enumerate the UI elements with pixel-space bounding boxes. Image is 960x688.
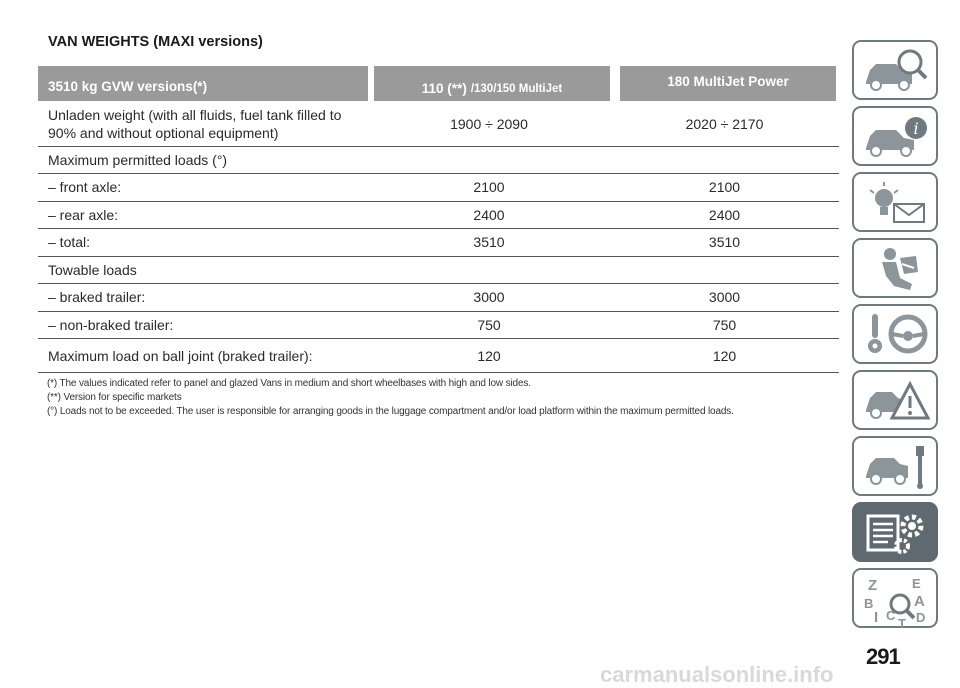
row-label: Maximum permitted loads (°): [38, 146, 368, 174]
row-value-110: 120: [368, 338, 610, 373]
row-value-180: 120: [610, 338, 839, 373]
table-row: Maximum load on ball joint (braked trail…: [38, 338, 839, 373]
technical-data-icon: [866, 514, 924, 554]
row-value-180: 2020 ÷ 2170: [610, 102, 839, 147]
tab-maintenance[interactable]: [852, 436, 938, 496]
tab-seats[interactable]: [852, 238, 938, 298]
row-value-180: [610, 256, 839, 284]
warning-lights-icon: [869, 182, 925, 223]
page-number: 291: [866, 644, 901, 669]
weights-table: Unladen weight (with all fluids, fuel ta…: [38, 102, 839, 373]
table-header: 3510 kg GVW versions(*) 110 (**) /130/15…: [38, 66, 836, 101]
row-value-110: 2400: [368, 201, 610, 229]
row-label: Towable loads: [38, 256, 368, 284]
row-value-110: 750: [368, 311, 610, 339]
footnote-loads: (°) Loads not to be exceeded. The user i…: [47, 406, 734, 417]
table-row: – front axle: 2100 2100: [38, 173, 839, 202]
header-110-multijet: 110 (**) /130/150 MultiJet: [374, 66, 610, 101]
row-label: – rear axle:: [38, 201, 368, 229]
seat-airbag-icon: [882, 248, 918, 290]
car-info-icon: i: [866, 117, 927, 157]
row-value-180: [610, 146, 839, 174]
row-label: Unladen weight (with all fluids, fuel ta…: [38, 102, 368, 147]
table-row: – non-braked trailer: 750 750: [38, 311, 839, 339]
header-180-multijet-power: 180 MultiJet Power: [620, 66, 836, 101]
tab-getting-to-know[interactable]: [852, 40, 938, 100]
car-maintenance-icon: [866, 446, 924, 489]
row-label: – non-braked trailer:: [38, 311, 368, 339]
index-icon: Z E B A I C D T: [864, 576, 925, 630]
row-value-180: 2100: [610, 173, 839, 202]
car-search-icon: [866, 49, 928, 91]
footnote-gvw: (*) The values indicated refer to panel …: [47, 378, 531, 389]
footnotes: (*) The values indicated refer to panel …: [47, 378, 837, 420]
row-value-180: 750: [610, 311, 839, 339]
row-value-110: 3510: [368, 228, 610, 257]
tab-dashboard[interactable]: i: [852, 106, 938, 166]
row-value-110: [368, 256, 610, 284]
svg-text:E: E: [912, 576, 921, 591]
tab-technical-data[interactable]: [852, 502, 938, 562]
row-label: – front axle:: [38, 173, 368, 202]
row-value-110: [368, 146, 610, 174]
svg-text:B: B: [864, 596, 873, 611]
footnote-markets: (**) Version for specific markets: [47, 392, 182, 403]
watermark: carmanualsonline.info: [600, 662, 834, 687]
row-value-180: 3510: [610, 228, 839, 257]
row-value-110: 2100: [368, 173, 610, 202]
row-value-180: 2400: [610, 201, 839, 229]
section-title: VAN WEIGHTS (MAXI versions): [48, 34, 263, 50]
svg-text:A: A: [914, 593, 925, 610]
car-emergency-icon: [866, 380, 931, 420]
row-label: Maximum load on ball joint (braked trail…: [38, 338, 368, 373]
table-row: – rear axle: 2400 2400: [38, 201, 839, 229]
table-row: Unladen weight (with all fluids, fuel ta…: [38, 102, 839, 147]
svg-text:i: i: [913, 119, 918, 138]
row-value-180: 3000: [610, 283, 839, 312]
key-steering-wheel-icon: [868, 314, 928, 354]
header-110-sub: /130/150 MultiJet: [470, 82, 563, 95]
table-row: Towable loads: [38, 256, 839, 284]
row-value-110: 3000: [368, 283, 610, 312]
row-label: – braked trailer:: [38, 283, 368, 312]
row-label: – total:: [38, 228, 368, 257]
header-110-main: 110 (**): [421, 81, 467, 96]
table-row: Maximum permitted loads (°): [38, 146, 839, 174]
table-row: – total: 3510 3510: [38, 228, 839, 257]
svg-text:C: C: [886, 608, 896, 623]
svg-text:D: D: [916, 610, 925, 625]
tab-index[interactable]: Z E B A I C D T: [852, 568, 938, 630]
table-row: – braked trailer: 3000 3000: [38, 283, 839, 312]
svg-text:Z: Z: [868, 577, 877, 594]
row-value-110: 1900 ÷ 2090: [368, 102, 610, 147]
tab-starting-driving[interactable]: [852, 304, 938, 364]
svg-text:I: I: [874, 609, 878, 626]
svg-text:T: T: [898, 616, 906, 630]
tab-safety[interactable]: [852, 172, 938, 232]
header-versions: 3510 kg GVW versions(*): [38, 66, 368, 101]
tab-emergency[interactable]: [852, 370, 938, 430]
